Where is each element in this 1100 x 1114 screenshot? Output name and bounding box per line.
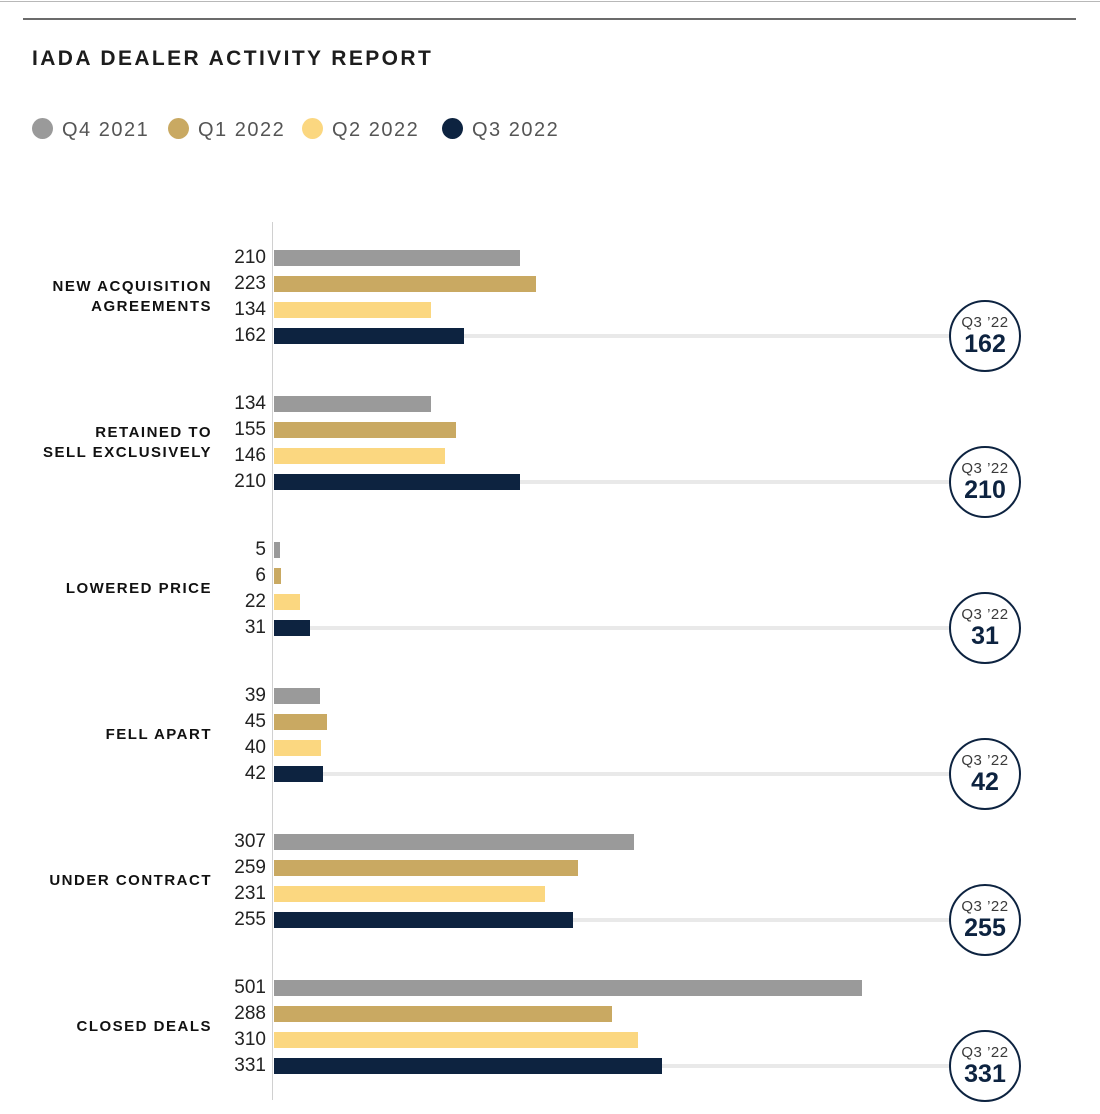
bar: [274, 980, 862, 996]
chart-title: IADA DEALER ACTIVITY REPORT: [32, 47, 434, 70]
category-label-line: AGREEMENTS: [91, 298, 212, 315]
bar-value-label: 134: [234, 393, 266, 414]
bar: [274, 542, 280, 558]
bar: [274, 886, 546, 902]
bar-track: [274, 334, 985, 338]
bar-value-label: 5: [255, 539, 266, 560]
bar-value-label: 42: [244, 763, 266, 784]
q3-value-badge: Q3 ’22 162: [949, 300, 1021, 372]
bar: [274, 834, 635, 850]
category-label: UNDER CONTRACT: [12, 871, 212, 891]
bar: [274, 328, 465, 344]
bar-value-label: 6: [255, 565, 266, 586]
q3-value-badge: Q3 ’22 331: [949, 1030, 1021, 1102]
bar: [274, 1006, 612, 1022]
badge-tag: Q3 ’22: [961, 752, 1009, 769]
bar-value-label: 288: [234, 1003, 266, 1024]
bar: [274, 422, 456, 438]
category-label-line: CLOSED DEALS: [76, 1018, 212, 1035]
bar-value-label: 501: [234, 977, 266, 998]
bar: [274, 250, 521, 266]
bar-value-label: 331: [234, 1055, 266, 1076]
bar: [274, 1058, 663, 1074]
q3-value-badge: Q3 ’22 210: [949, 446, 1021, 518]
bar: [274, 474, 521, 490]
bar: [274, 620, 311, 636]
legend-label: Q1 2022: [198, 119, 286, 141]
badge-tag: Q3 ’22: [961, 606, 1009, 623]
bar: [274, 1032, 638, 1048]
bar: [274, 594, 300, 610]
category-label-line: SELL EXCLUSIVELY: [42, 444, 212, 461]
category-label: NEW ACQUISITION AGREEMENTS: [12, 277, 212, 317]
bar: [274, 766, 324, 782]
bar-value-label: 307: [234, 831, 266, 852]
bar-value-label: 210: [234, 471, 266, 492]
badge-value: 31: [971, 622, 999, 650]
bar-track: [274, 480, 985, 484]
bar-value-label: 39: [244, 685, 266, 706]
legend-swatch: [168, 118, 189, 139]
y-axis-line: [272, 222, 273, 1100]
category-label: LOWERED PRICE: [12, 579, 212, 599]
bar-value-label: 259: [234, 857, 266, 878]
bar-value-label: 40: [244, 737, 266, 758]
category-label: FELL APART: [12, 725, 212, 745]
bar-track: [274, 626, 985, 630]
legend-label: Q2 2022: [332, 119, 420, 141]
bar-value-label: 231: [234, 883, 266, 904]
category-label-line: RETAINED TO: [95, 424, 212, 441]
top-rule: [0, 1, 1100, 2]
bar-value-label: 255: [234, 909, 266, 930]
category-label-line: LOWERED PRICE: [65, 580, 212, 597]
q3-value-badge: Q3 ’22 42: [949, 738, 1021, 810]
category-label-line: NEW ACQUISITION: [52, 278, 212, 295]
bar-value-label: 31: [244, 617, 266, 638]
category-label-line: FELL APART: [105, 726, 212, 743]
bar: [274, 396, 432, 412]
legend-swatch: [442, 118, 463, 139]
bar-value-label: 134: [234, 299, 266, 320]
bar-value-label: 45: [244, 711, 266, 732]
bar: [274, 740, 321, 756]
bar-track: [274, 772, 985, 776]
bar: [274, 714, 327, 730]
header-divider: [23, 18, 1076, 20]
badge-value: 162: [964, 330, 1006, 358]
legend-label: Q4 2021: [62, 119, 150, 141]
bar: [274, 448, 446, 464]
bar-value-label: 155: [234, 419, 266, 440]
badge-value: 42: [971, 768, 999, 796]
bar-track: [274, 918, 985, 922]
bar-value-label: 210: [234, 247, 266, 268]
bar-value-label: 162: [234, 325, 266, 346]
category-label: CLOSED DEALS: [12, 1017, 212, 1037]
bar: [274, 568, 282, 584]
legend-label: Q3 2022: [472, 119, 560, 141]
badge-value: 210: [964, 476, 1006, 504]
q3-value-badge: Q3 ’22 31: [949, 592, 1021, 664]
legend-swatch: [302, 118, 323, 139]
bar-value-label: 223: [234, 273, 266, 294]
bar: [274, 688, 320, 704]
bar-value-label: 310: [234, 1029, 266, 1050]
bar-value-label: 22: [244, 591, 266, 612]
category-label: RETAINED TO SELL EXCLUSIVELY: [12, 423, 212, 463]
badge-tag: Q3 ’22: [961, 314, 1009, 331]
badge-tag: Q3 ’22: [961, 1044, 1009, 1061]
bar-value-label: 146: [234, 445, 266, 466]
bar: [274, 912, 574, 928]
bar: [274, 302, 432, 318]
badge-tag: Q3 ’22: [961, 898, 1009, 915]
bar: [274, 860, 578, 876]
category-label-line: UNDER CONTRACT: [49, 872, 212, 889]
q3-value-badge: Q3 ’22 255: [949, 884, 1021, 956]
bar: [274, 276, 536, 292]
badge-value: 255: [964, 914, 1006, 942]
badge-value: 331: [964, 1060, 1006, 1088]
legend-swatch: [32, 118, 53, 139]
badge-tag: Q3 ’22: [961, 460, 1009, 477]
